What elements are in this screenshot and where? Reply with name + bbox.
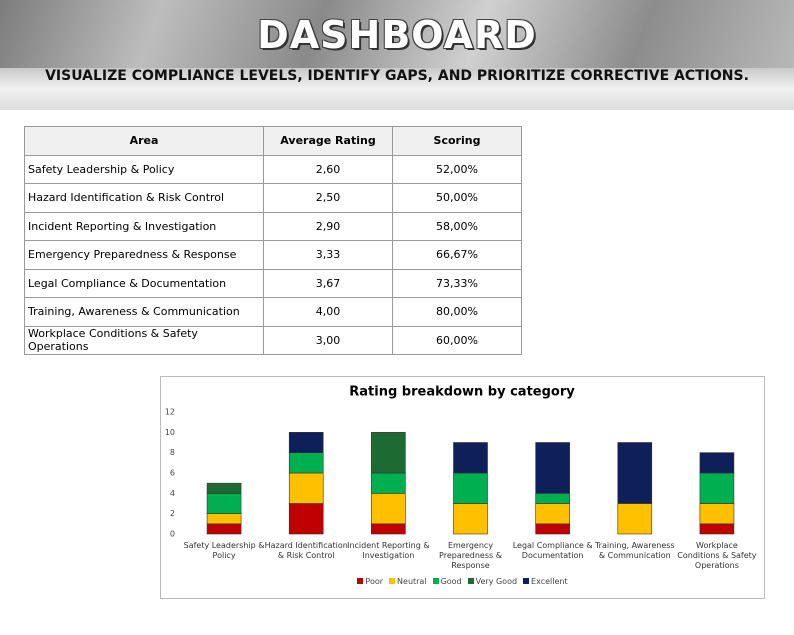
legend-label: Excellent	[531, 577, 568, 586]
cell: 2,50	[263, 183, 393, 213]
chart-title: Rating breakdown by category	[349, 385, 575, 400]
bar-segment	[288, 432, 324, 453]
bar-segment	[699, 452, 735, 474]
table-row: Legal Compliance & Documentation 3,67 73,3…	[24, 268, 522, 298]
bar-segment	[617, 503, 653, 535]
table-row: Workplace Conditions & Safety Operations…	[24, 325, 522, 355]
bar-segment	[699, 503, 735, 525]
chart-svg: Rating breakdown by category 0 2 4 6 8 10 12	[165, 385, 735, 539]
bar-segment	[699, 472, 735, 504]
bar-segment	[535, 503, 570, 525]
y-tick-label: 2	[170, 509, 175, 518]
bar-segment	[453, 503, 488, 535]
column-header: Average Rating	[263, 126, 393, 156]
legend-swatch	[389, 578, 396, 584]
legend-swatch	[432, 578, 439, 584]
title: DASHBOARD	[257, 13, 537, 57]
cell: Incident Reporting & Investigation	[24, 211, 264, 241]
y-tick-label: 8	[170, 448, 175, 457]
bar-segment	[206, 482, 242, 494]
cell: Legal Compliance & Documentation	[24, 268, 264, 298]
bar-segment	[288, 503, 324, 535]
legend-item: Good	[432, 577, 462, 586]
bar-segment	[288, 472, 324, 504]
bar-segment	[453, 442, 488, 474]
legend-item: Excellent	[523, 577, 568, 586]
legend-item: Poor	[357, 577, 383, 586]
y-tick-label: 12	[165, 408, 175, 417]
cell: Safety Leadership & Policy	[24, 154, 264, 184]
x-tick-label: Incident Reporting & Investigation	[347, 541, 430, 560]
cell: 52,00%	[392, 154, 522, 184]
legend-label: Very Good	[475, 577, 518, 586]
bar-segment	[371, 523, 406, 535]
table: Area Average Rating Scoring Safety Leadersh…	[24, 126, 522, 355]
x-tick-label: Workplace Conditions & Safety Operations	[677, 541, 757, 570]
legend: Poor Neutral Good Very Good Excellent	[161, 577, 764, 586]
subtitle: VISUALIZE COMPLIANCE LEVELS, IDENTIFY GA…	[0, 68, 794, 110]
legend-item: Neutral	[389, 577, 427, 586]
column-header: Area	[24, 126, 264, 156]
cell: 73,33%	[392, 268, 522, 298]
column-header: Scoring	[392, 126, 522, 156]
legend-swatch	[467, 578, 474, 584]
bar-segment	[206, 523, 242, 535]
cell: Workplace Conditions & Safety Operations	[24, 325, 264, 355]
table-row: Emergency Preparedness & Response 3,33 66,…	[24, 240, 522, 270]
bar-segment	[699, 523, 735, 535]
bar-segment	[535, 493, 570, 504]
cell: 60,00%	[392, 325, 522, 355]
table-row: Safety Leadership & Policy 2,60 52,00%	[24, 154, 522, 184]
cell: Training, Awareness & Communication	[24, 297, 264, 327]
bar-segment	[617, 442, 653, 504]
header: DASHBOARD	[0, 0, 794, 68]
cell: 3,00	[263, 325, 393, 355]
x-tick-label: Legal Compliance & Documentation	[512, 541, 593, 560]
cell: 50,00%	[392, 183, 522, 213]
cell: 80,00%	[392, 297, 522, 327]
cell: 3,33	[263, 240, 393, 270]
legend-item: Very Good	[467, 577, 518, 586]
x-tick-label: Emergency Preparedness & Response	[439, 541, 502, 570]
bar-segment	[206, 493, 242, 514]
header-row: Area Average Rating Scoring	[24, 126, 522, 156]
cell: 3,67	[263, 268, 393, 298]
x-tick-label: Hazard Identification & Risk Control	[264, 541, 348, 560]
y-tick-label: 6	[170, 469, 175, 478]
legend-label: Good	[440, 577, 462, 586]
bar-segment	[371, 432, 406, 474]
cell: 2,90	[263, 211, 393, 241]
bar-segment	[535, 523, 570, 535]
cell: 2,60	[263, 154, 393, 184]
bar-segment	[288, 452, 324, 474]
cell: 66,67%	[392, 240, 522, 270]
cell: 4,00	[263, 297, 393, 327]
cell: 58,00%	[392, 211, 522, 241]
cell: Emergency Preparedness & Response	[24, 240, 264, 270]
bar-segment	[371, 493, 406, 525]
legend-label: Neutral	[397, 577, 427, 586]
table-row: Incident Reporting & Investigation 2,90 58…	[24, 211, 522, 241]
bar-segment	[535, 442, 570, 494]
table-row: Hazard Identification & Risk Control 2,50…	[24, 183, 522, 213]
x-tick-label: Training, Awareness & Communication	[594, 541, 675, 560]
table-row: Training, Awareness & Communication 4,00 8…	[24, 297, 522, 327]
y-tick-label: 4	[170, 489, 175, 498]
legend-swatch	[523, 578, 530, 584]
chart: Rating breakdown by category 0 2 4 6 8 10 12 S…	[160, 376, 765, 599]
legend-swatch	[357, 578, 364, 584]
cell: Hazard Identification & Risk Control	[24, 183, 264, 213]
bar-segment	[453, 472, 488, 504]
bar-segment	[206, 513, 242, 525]
bar-segment	[371, 472, 406, 494]
x-tick-label: Safety Leadership & Policy	[183, 541, 265, 560]
y-tick-label: 10	[165, 428, 175, 437]
y-tick-label: 0	[170, 530, 175, 539]
legend-label: Poor	[365, 577, 384, 586]
